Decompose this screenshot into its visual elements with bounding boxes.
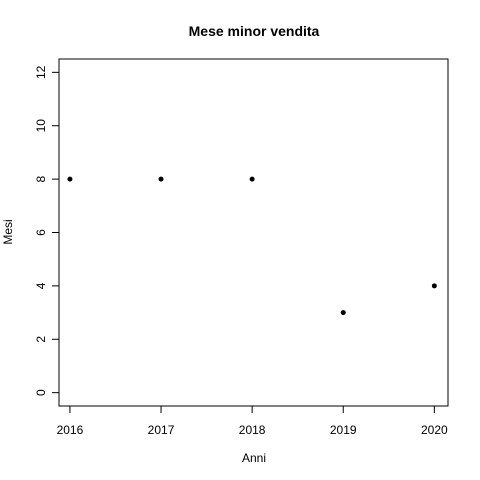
data-point [249,176,255,182]
data-point [158,176,164,182]
y-axis: 0 2 4 6 8 10 12 [34,65,60,396]
x-tick-label: 2016 [57,423,84,437]
data-point [431,283,437,289]
data-points [67,176,437,316]
x-axis: 2016 2017 2018 2019 2020 [57,405,448,437]
data-point [67,176,73,182]
data-point [340,310,346,316]
x-axis-label: Anni [242,451,266,465]
plot-frame [58,58,449,407]
y-tick-label: 6 [34,229,48,236]
x-tick-label: 2020 [421,423,448,437]
y-tick-label: 0 [34,389,48,396]
x-tick-label: 2019 [330,423,357,437]
chart-title: Mese minor vendita [189,23,320,39]
x-tick-label: 2018 [239,423,266,437]
y-tick-label: 2 [34,336,48,343]
y-tick-label: 4 [34,282,48,289]
y-tick-label: 10 [34,119,48,133]
y-tick-label: 8 [34,175,48,182]
y-axis-label: Mesi [1,219,15,244]
y-tick-label: 12 [34,65,48,79]
x-tick-label: 2017 [148,423,175,437]
